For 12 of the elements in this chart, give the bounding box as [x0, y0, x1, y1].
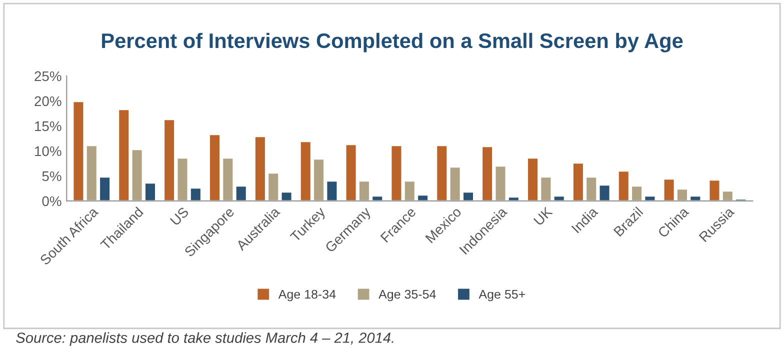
y-tick-label: 15% — [35, 121, 62, 132]
y-tick-label: 5% — [42, 171, 62, 182]
legend-label: Age 55+ — [478, 290, 526, 302]
y-tick-label: 0% — [42, 196, 62, 206]
legend-label: Age 18-34 — [278, 290, 336, 302]
x-tick-label: UK — [533, 206, 554, 226]
y-tick-label: 10% — [35, 146, 62, 156]
y-tick-label: 25% — [34, 71, 62, 82]
source-note: Source: panelists used to take studies March 4 – 21, 2014. — [16, 332, 394, 346]
y-tick-label: 20% — [34, 96, 62, 106]
legend-label: Age 35-54 — [378, 290, 436, 302]
chart-title: Percent of Interviews Completed on a Small Screen by Age — [102, 32, 683, 52]
